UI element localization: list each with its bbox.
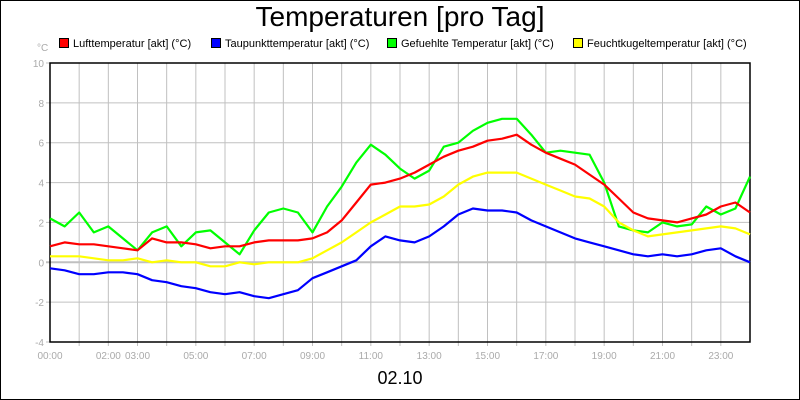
x-tick-label: 21:00 [650,351,675,362]
y-tick-label: 6 [38,139,44,150]
x-tick-label: 05:00 [183,351,208,362]
y-axis-unit: °C [37,43,49,54]
y-tick-label: -2 [35,298,44,309]
legend-label: Feuchtkugeltemperatur [akt] (°C) [587,38,747,50]
series-line-1 [49,207,751,300]
legend-label: Gefuehlte Temperatur [akt] (°C) [401,38,554,50]
y-tick-label: -4 [35,338,44,349]
legend-item-gefuehlte-temperatur: Gefuehlte Temperatur [akt] (°C) [387,38,554,50]
x-tick-label: 02:00 [96,351,121,362]
legend-label: Lufttemperatur [akt] (°C) [73,38,192,50]
legend-item-taupunkttemperatur: Taupunkttemperatur [akt] (°C) [211,38,369,50]
x-tick-label: 00:00 [37,351,62,362]
x-tick-label: 19:00 [592,351,617,362]
chart-title: Temperaturen [pro Tag] [255,1,545,32]
x-tick-label: 07:00 [242,351,267,362]
x-tick-label: 03:00 [125,351,150,362]
plot-frame [49,62,751,343]
legend-item-lufttemperatur: Lufttemperatur [akt] (°C) [59,38,191,50]
series-line-3 [50,171,751,268]
x-tick-label: 09:00 [300,351,325,362]
legend-swatch [211,38,221,48]
legend-label: Taupunkttemperatur [akt] (°C) [225,38,370,50]
y-tick-label: 10 [33,59,45,70]
y-tick-label: 2 [38,218,44,229]
x-tick-label: 13:00 [417,351,442,362]
legend-swatch [59,38,69,48]
y-tick-label: 8 [38,99,44,110]
x-tick-label: 15:00 [475,351,500,362]
x-tick-label: 11:00 [359,351,384,362]
x-tick-label: 23:00 [708,351,733,362]
x-axis-date-label: 02.10 [377,368,423,388]
x-tick-label: 17:00 [533,351,558,362]
y-tick-label: 0 [38,258,44,269]
legend-swatch [573,38,583,48]
legend-swatch [387,38,397,48]
legend-item-feuchtkugeltemperatur: Feuchtkugeltemperatur [akt] (°C) [573,38,747,50]
series-line-0 [49,133,751,252]
y-tick-label: 4 [38,179,44,190]
